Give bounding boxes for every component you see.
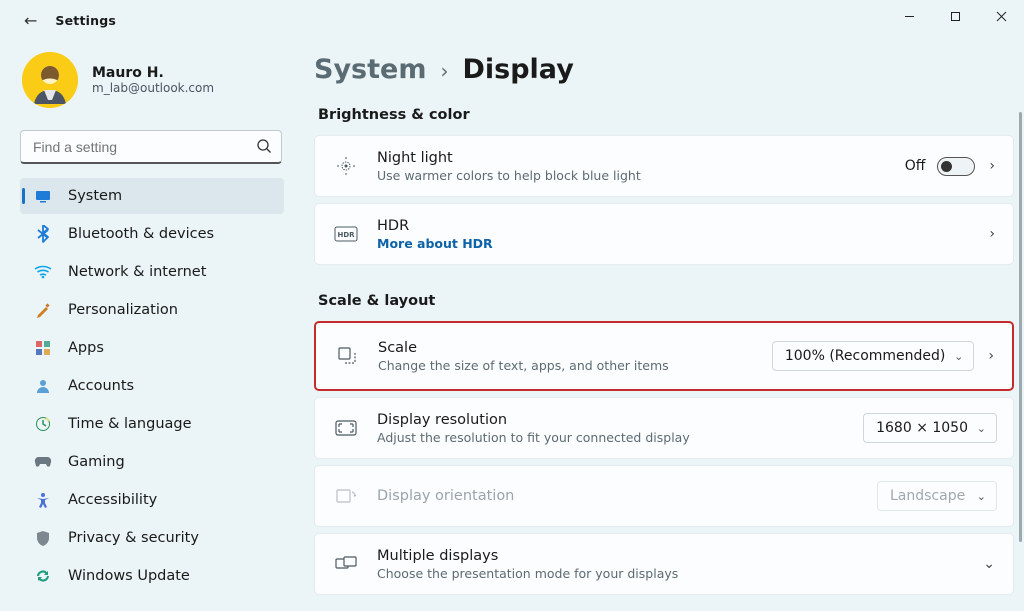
- sidebar-item-personalize[interactable]: Personalization: [20, 292, 284, 328]
- chevron-down-icon: ⌄: [954, 350, 963, 363]
- sidebar-item-time[interactable]: Time & language: [20, 406, 284, 442]
- orientation-dropdown: Landscape ⌄: [877, 481, 997, 511]
- minimize-button[interactable]: [886, 0, 932, 32]
- window-title: Settings: [55, 13, 116, 28]
- breadcrumb: System › Display: [314, 54, 1014, 85]
- sidebar-item-label: Gaming: [68, 454, 125, 470]
- scale-icon: [334, 345, 360, 367]
- chevron-right-icon[interactable]: ›: [987, 158, 997, 174]
- sidebar: Mauro H. m_lab@outlook.com System Bluetoo…: [0, 40, 296, 611]
- breadcrumb-root[interactable]: System: [314, 54, 426, 85]
- chevron-right-icon[interactable]: ›: [986, 348, 996, 364]
- sidebar-item-network[interactable]: Network & internet: [20, 254, 284, 290]
- search-icon: [256, 138, 272, 158]
- sidebar-item-label: Network & internet: [68, 264, 206, 280]
- titlebar: ← Settings: [0, 0, 1024, 40]
- night-light-title: Night light: [377, 150, 887, 166]
- system-icon: [34, 187, 52, 205]
- chevron-down-icon: ⌄: [977, 422, 986, 435]
- scrollbar[interactable]: [1019, 112, 1022, 542]
- scale-value: 100% (Recommended): [785, 348, 946, 364]
- sidebar-item-update[interactable]: Windows Update: [20, 558, 284, 594]
- hdr-row[interactable]: HDR HDR More about HDR ›: [314, 203, 1014, 265]
- orientation-value: Landscape: [890, 488, 965, 504]
- night-light-state-label: Off: [905, 158, 926, 174]
- back-button[interactable]: ←: [24, 11, 37, 30]
- hdr-icon: HDR: [333, 226, 359, 242]
- section-heading-scale: Scale & layout: [318, 293, 1014, 309]
- search-input[interactable]: [20, 130, 282, 164]
- scale-row[interactable]: Scale Change the size of text, apps, and…: [314, 321, 1014, 391]
- resolution-dropdown[interactable]: 1680 × 1050 ⌄: [863, 413, 997, 443]
- personalize-icon: [34, 301, 52, 319]
- resolution-row[interactable]: Display resolution Adjust the resolution…: [314, 397, 1014, 459]
- sidebar-item-accounts[interactable]: Accounts: [20, 368, 284, 404]
- orientation-icon: [333, 487, 359, 505]
- sidebar-item-label: Time & language: [68, 416, 192, 432]
- window-controls: [886, 0, 1024, 32]
- scale-sub: Change the size of text, apps, and other…: [378, 358, 754, 373]
- resolution-sub: Adjust the resolution to fit your connec…: [377, 430, 845, 445]
- hdr-title: HDR: [377, 218, 969, 234]
- chevron-right-icon: ›: [440, 59, 448, 83]
- accessibility-icon: [34, 491, 52, 509]
- multiple-displays-icon: [333, 555, 359, 573]
- sidebar-item-label: Accessibility: [68, 492, 157, 508]
- night-light-icon: [333, 155, 359, 177]
- bluetooth-icon: [34, 225, 52, 243]
- update-icon: [34, 567, 52, 585]
- night-light-sub: Use warmer colors to help block blue lig…: [377, 168, 887, 183]
- scale-title: Scale: [378, 340, 754, 356]
- night-light-row[interactable]: Night light Use warmer colors to help bl…: [314, 135, 1014, 197]
- close-button[interactable]: [978, 0, 1024, 32]
- multiple-displays-row[interactable]: Multiple displays Choose the presentatio…: [314, 533, 1014, 595]
- sidebar-item-label: Bluetooth & devices: [68, 226, 214, 242]
- multiple-title: Multiple displays: [377, 548, 963, 564]
- scale-dropdown[interactable]: 100% (Recommended) ⌄: [772, 341, 975, 371]
- chevron-down-icon: ⌄: [977, 490, 986, 503]
- profile-email: m_lab@outlook.com: [92, 81, 214, 95]
- sidebar-item-system[interactable]: System: [20, 178, 284, 214]
- multiple-sub: Choose the presentation mode for your di…: [377, 566, 963, 581]
- sidebar-item-apps[interactable]: Apps: [20, 330, 284, 366]
- nav-list: System Bluetooth & devices Network & inter…: [20, 178, 284, 594]
- gaming-icon: [34, 453, 52, 471]
- sidebar-item-label: Apps: [68, 340, 104, 356]
- hdr-link[interactable]: More about HDR: [377, 236, 969, 251]
- profile-name: Mauro H.: [92, 65, 214, 81]
- sidebar-item-label: Windows Update: [68, 568, 190, 584]
- sidebar-item-label: Personalization: [68, 302, 178, 318]
- orientation-row: Display orientation Landscape ⌄: [314, 465, 1014, 527]
- sidebar-item-label: System: [68, 188, 122, 204]
- resolution-title: Display resolution: [377, 412, 845, 428]
- time-icon: [34, 415, 52, 433]
- sidebar-item-bluetooth[interactable]: Bluetooth & devices: [20, 216, 284, 252]
- sidebar-item-gaming[interactable]: Gaming: [20, 444, 284, 480]
- sidebar-item-accessibility[interactable]: Accessibility: [20, 482, 284, 518]
- sidebar-item-privacy[interactable]: Privacy & security: [20, 520, 284, 556]
- night-light-toggle[interactable]: [937, 157, 975, 176]
- profile-block[interactable]: Mauro H. m_lab@outlook.com: [20, 48, 284, 124]
- orientation-title: Display orientation: [377, 488, 859, 504]
- apps-icon: [34, 339, 52, 357]
- avatar: [22, 52, 78, 108]
- main-content: System › Display Brightness & color Nigh…: [296, 40, 1024, 611]
- maximize-button[interactable]: [932, 0, 978, 32]
- accounts-icon: [34, 377, 52, 395]
- privacy-icon: [34, 529, 52, 547]
- chevron-down-icon[interactable]: ⌄: [981, 556, 997, 572]
- network-icon: [34, 263, 52, 281]
- sidebar-item-label: Accounts: [68, 378, 134, 394]
- section-heading-brightness: Brightness & color: [318, 107, 1014, 123]
- resolution-icon: [333, 419, 359, 437]
- chevron-right-icon[interactable]: ›: [987, 226, 997, 242]
- sidebar-item-label: Privacy & security: [68, 530, 199, 546]
- svg-text:HDR: HDR: [337, 231, 355, 239]
- breadcrumb-current: Display: [462, 54, 573, 85]
- resolution-value: 1680 × 1050: [876, 420, 968, 436]
- search-container: [20, 130, 282, 164]
